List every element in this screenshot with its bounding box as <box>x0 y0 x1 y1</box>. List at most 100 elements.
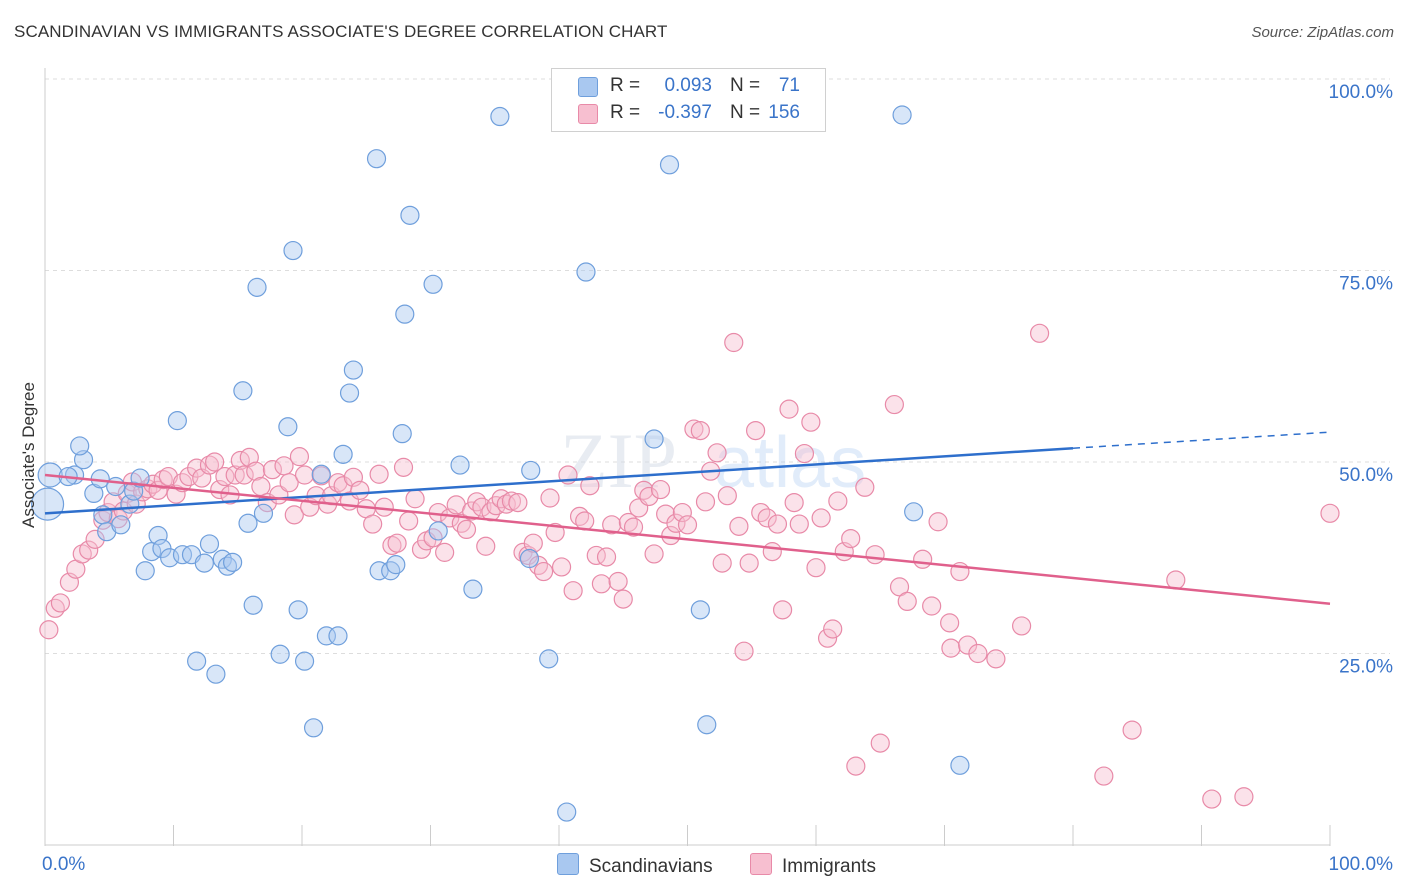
scandinavians-point <box>135 561 155 581</box>
r-label: R = <box>610 75 641 96</box>
immigrants-point <box>913 549 933 569</box>
immigrants-point <box>739 553 759 573</box>
immigrants-point <box>644 544 664 564</box>
x-tick-label: 100.0% <box>1329 854 1394 875</box>
scandinavians-point <box>283 240 303 261</box>
immigrants-point <box>734 641 754 661</box>
immigrants-point <box>712 553 732 573</box>
scandinavians-point <box>690 600 710 620</box>
immigrants-point <box>472 497 492 517</box>
scandinavians-point <box>343 360 363 380</box>
scandinavians-point <box>400 205 420 225</box>
scandinavians-point <box>270 644 290 664</box>
scandinavians-point <box>369 561 389 581</box>
legend-swatch-scandinavians <box>557 853 579 875</box>
immigrants-point <box>724 332 744 353</box>
immigrants-point <box>602 515 622 535</box>
immigrants-point <box>751 502 771 523</box>
immigrants-point <box>158 466 178 487</box>
immigrants-point <box>823 619 843 639</box>
immigrants-point <box>608 571 628 592</box>
immigrants-point <box>45 598 65 618</box>
immigrants-point <box>387 533 407 553</box>
immigrants-point <box>897 591 917 612</box>
immigrants-point <box>284 505 304 525</box>
immigrants-point <box>690 420 710 441</box>
r-value: -0.397 <box>658 102 712 123</box>
immigrants-point <box>580 476 600 496</box>
immigrants-point <box>634 480 654 500</box>
scandinavians-point <box>311 464 331 484</box>
scandinavians-point <box>328 626 348 646</box>
scandinavians-point <box>450 455 470 475</box>
immigrants-point <box>1094 766 1114 786</box>
trend-lines <box>44 431 1331 605</box>
immigrants-point <box>817 628 838 648</box>
scandinavians-point <box>539 649 559 669</box>
scandinavians-point <box>904 502 924 522</box>
immigrants-point <box>762 542 782 562</box>
scandinavians-point <box>238 513 258 533</box>
immigrants-point <box>545 522 565 543</box>
scandinavians-point <box>697 715 717 735</box>
immigrants-point <box>462 501 482 521</box>
immigrants-point <box>870 733 890 753</box>
immigrants-point <box>684 419 704 439</box>
tick-labels: 100.0% 75.0% 50.0% 25.0% 0.0% 100.0% <box>42 82 1393 875</box>
immigrants-point <box>841 528 861 549</box>
immigrants-point <box>363 514 383 534</box>
immigrants-point <box>695 492 716 512</box>
immigrants-point <box>623 517 644 537</box>
immigrants-point <box>828 491 848 511</box>
immigrants-point <box>251 476 271 497</box>
immigrants-point <box>801 412 821 432</box>
immigrants-point <box>289 447 310 467</box>
scandinavians-point <box>423 274 443 294</box>
immigrants-point <box>435 542 455 562</box>
immigrants-point <box>199 455 220 475</box>
source-credit: Source: ZipAtlas.com <box>1251 24 1394 41</box>
scandinavians-trend-line <box>44 446 1074 515</box>
immigrants-point <box>650 479 671 500</box>
swatch-immigrants <box>578 104 598 124</box>
immigrants-point <box>523 533 543 553</box>
scandinavians-point <box>167 411 187 431</box>
immigrants-point <box>772 600 793 620</box>
immigrants-point <box>393 457 414 477</box>
scandinavians-point <box>392 424 412 444</box>
scandinavians-point <box>333 444 353 464</box>
immigrants-point <box>350 480 370 500</box>
immigrants-point <box>399 511 419 531</box>
r-label: R = <box>610 102 641 123</box>
immigrants-point <box>940 613 960 633</box>
scandinavians-point <box>187 651 207 671</box>
immigrants-point <box>596 547 617 567</box>
scandinavians-point <box>111 515 131 535</box>
y-tick-label: 100.0% <box>1329 82 1394 103</box>
immigrants-point <box>779 399 799 419</box>
scandinavians-point <box>106 476 126 497</box>
legend-label-scandinavians: Scandinavians <box>589 856 713 877</box>
scandinavians-point <box>339 383 360 403</box>
scandinavians-point <box>395 304 415 324</box>
immigrants-point <box>1166 570 1186 590</box>
scandinavians-point <box>366 149 387 169</box>
immigrants-point <box>757 508 777 528</box>
scandinavians-point <box>223 552 243 572</box>
immigrants-point <box>533 561 554 582</box>
scandinavians-point <box>576 262 596 282</box>
scandinavians-point <box>381 561 401 581</box>
immigrants-point <box>405 489 425 509</box>
scandinavians-point <box>70 436 90 456</box>
swatch-scandinavians <box>578 77 598 97</box>
n-label: N = <box>730 102 761 123</box>
immigrants-point <box>767 514 788 534</box>
immigrants-point <box>855 477 875 497</box>
immigrants-point <box>551 557 572 577</box>
scandinavians-point <box>490 106 510 127</box>
immigrants-point <box>613 589 633 609</box>
immigrants-point <box>294 465 315 485</box>
n-value: 156 <box>768 102 800 123</box>
scandinavians-point <box>253 503 274 523</box>
